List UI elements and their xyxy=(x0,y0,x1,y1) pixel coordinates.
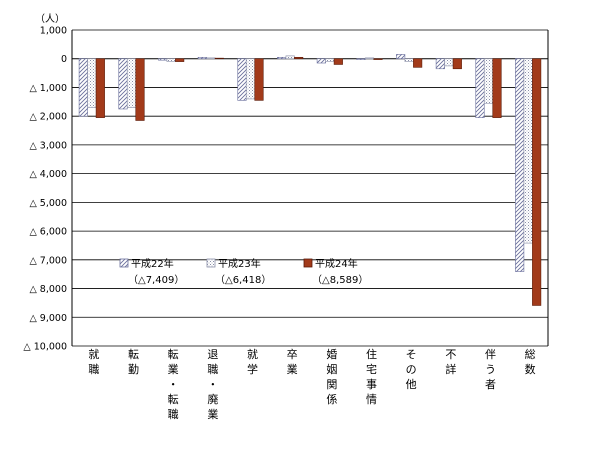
bar-1-11 xyxy=(475,58,485,118)
legend-total-label: （△7,409） xyxy=(128,274,184,286)
bar-1-6 xyxy=(277,56,287,60)
x-category-label: 転勤 xyxy=(128,348,139,376)
bar-1-10 xyxy=(435,58,445,70)
x-category-label: 転業・転職 xyxy=(168,348,179,421)
legend-total-label: （△8,589） xyxy=(312,274,368,286)
bar-2-8 xyxy=(364,57,375,60)
legend-series-name: 平成23年 xyxy=(218,257,261,270)
bar-2-12 xyxy=(523,58,533,244)
legend-series-name: 平成22年 xyxy=(131,257,174,270)
bar-1-8 xyxy=(356,58,366,60)
bar-3-1 xyxy=(95,58,105,118)
legend-entry-1: 平成22年 （△7,409） xyxy=(119,257,184,286)
x-category-label: 退職・廃業 xyxy=(207,348,218,421)
y-tick-label: 0 xyxy=(61,54,67,65)
x-category-label: 総数 xyxy=(525,347,536,376)
bar-3-3 xyxy=(175,58,185,62)
y-tick-label: △ 5,000 xyxy=(29,198,67,209)
bar-2-9 xyxy=(404,58,414,62)
bar-layer xyxy=(78,54,542,306)
bar-1-3 xyxy=(158,58,168,61)
legend-swatch xyxy=(119,258,129,268)
y-tick-label: △ 6,000 xyxy=(29,227,67,238)
legend-series-name: 平成24年 xyxy=(315,257,358,270)
bar-1-12 xyxy=(515,58,525,272)
legend-entry-2: 平成23年 （△6,418） xyxy=(206,257,271,286)
bar-2-10 xyxy=(444,58,454,67)
y-tick-label: △ 2,000 xyxy=(29,112,67,123)
bar-3-10 xyxy=(452,58,462,70)
legend-swatch xyxy=(303,258,313,268)
axis-layer xyxy=(71,30,549,346)
bar-2-3 xyxy=(166,58,176,62)
bar-3-9 xyxy=(413,58,423,68)
x-category-label: その他 xyxy=(406,348,417,391)
x-category-label: 伴う者 xyxy=(485,348,496,391)
bar-1-2 xyxy=(118,58,128,110)
bar-2-7 xyxy=(325,58,335,62)
y-tick-label: △ 3,000 xyxy=(29,140,67,151)
x-category-label: 就学 xyxy=(247,347,258,376)
y-tick-label: △ 1,000 xyxy=(29,83,67,94)
bar-3-8 xyxy=(373,58,383,60)
unit-label: （人） xyxy=(35,13,65,25)
bar-3-4 xyxy=(214,57,224,60)
y-tick-label: △ 9,000 xyxy=(29,313,67,324)
bar-2-11 xyxy=(483,58,494,104)
bar-2-2 xyxy=(126,58,137,108)
x-category-label: 婚姻関係 xyxy=(326,347,337,406)
y-tick-label: △ 4,000 xyxy=(29,169,67,180)
bar-2-5 xyxy=(245,58,256,100)
bar-1-7 xyxy=(316,58,326,64)
bar-1-1 xyxy=(78,58,88,117)
x-category-label: 住宅事情 xyxy=(366,347,377,406)
bar-3-2 xyxy=(135,58,145,121)
bar-1-9 xyxy=(396,54,406,60)
x-category-label: 不詳 xyxy=(445,348,456,376)
y-tick-labels: 1,000 0 △ 1,000 △ 2,000 △ 3,000 △ 4,000 △ 5,00… xyxy=(23,26,67,353)
x-category-label: 卒業 xyxy=(287,347,298,376)
y-tick-label: △ 10,000 xyxy=(23,342,67,353)
legend-total-label: （△6,418） xyxy=(215,274,271,286)
y-tick-label: △ 7,000 xyxy=(29,255,67,266)
y-tick-label: △ 8,000 xyxy=(29,284,67,295)
bar-2-1 xyxy=(87,58,97,108)
bar-1-5 xyxy=(237,58,247,101)
bar-3-11 xyxy=(492,58,502,118)
bar-3-12 xyxy=(532,58,542,306)
bar-3-5 xyxy=(254,58,264,101)
bar-3-6 xyxy=(294,56,304,60)
x-category-label: 就職 xyxy=(88,347,99,376)
legend: 平成22年 （△7,409） 平成23年 （△6,418） 平成24年 （△8,589） xyxy=(119,257,368,286)
y-tick-label: 1,000 xyxy=(40,26,67,37)
bar-2-6 xyxy=(285,55,295,60)
legend-swatch xyxy=(206,258,216,268)
bar-1-4 xyxy=(197,56,207,60)
bar-3-7 xyxy=(333,58,343,65)
bar-2-4 xyxy=(206,57,216,60)
legend-entry-3: 平成24年 （△8,589） xyxy=(303,257,368,286)
